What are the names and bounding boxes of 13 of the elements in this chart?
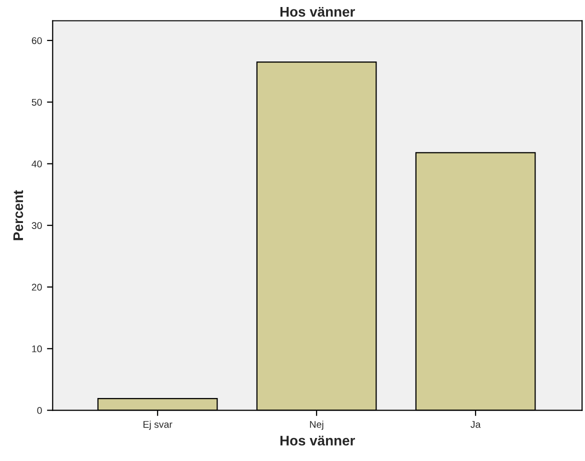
chart-title: Hos vänner — [280, 6, 355, 17]
y-tick-label: 60 — [32, 37, 42, 44]
y-tick-label: 0 — [37, 407, 42, 414]
x-tick-label: Nej — [310, 420, 324, 430]
y-tick-label: 10 — [32, 345, 42, 352]
x-tick-label: Ej svar — [144, 420, 172, 430]
y-tick-label: 50 — [32, 98, 42, 106]
x-tick-label: Ja — [470, 421, 481, 428]
y-axis-title: Percent — [13, 190, 24, 240]
y-tick-label: 40 — [32, 160, 42, 168]
y-tick-label: 30 — [32, 222, 42, 229]
x-axis-title: Hos vänner — [280, 436, 355, 446]
y-tick-label: 20 — [32, 284, 42, 291]
